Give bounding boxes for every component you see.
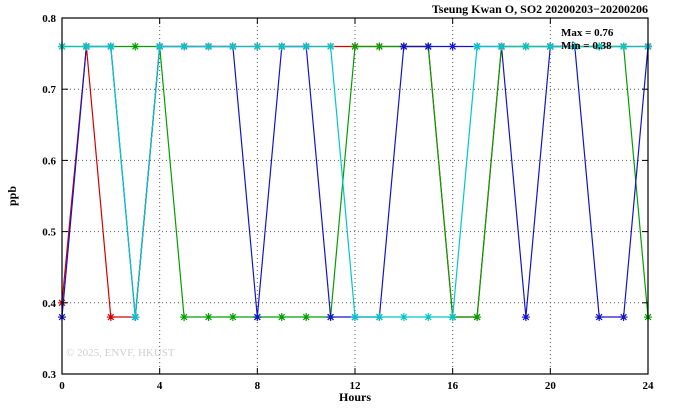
x-axis-label: Hours [339,390,371,404]
x-tick-label: 24 [643,380,655,392]
chart-title: Tseung Kwan O, SO2 20200203−20200206 [432,2,648,16]
y-tick-label: 0.7 [42,84,56,96]
y-tick-label: 0.6 [42,155,56,167]
y-tick-label: 0.5 [42,227,56,239]
data-series [58,42,652,322]
x-tick-label: 12 [350,380,362,392]
min-annotation: Min = 0.38 [561,40,612,52]
y-tick-label: 0.8 [42,13,56,25]
x-tick-label: 16 [447,380,459,392]
max-annotation: Max = 0.76 [561,27,614,39]
y-tick-label: 0.3 [42,369,56,381]
watermark: © 2025, ENVF, HKUST [66,347,175,359]
axis-tick-labels: 0 4 8 12 16 20 24 0.3 0.4 0.5 0.6 0.7 0.8 [42,13,654,392]
x-tick-label: 0 [59,380,65,392]
y-tick-label: 0.4 [42,298,56,310]
x-tick-label: 4 [157,380,163,392]
y-axis-label: ppb [5,186,19,206]
x-tick-label: 20 [545,380,557,392]
x-tick-label: 8 [255,380,261,392]
axis-ticks [61,17,649,375]
